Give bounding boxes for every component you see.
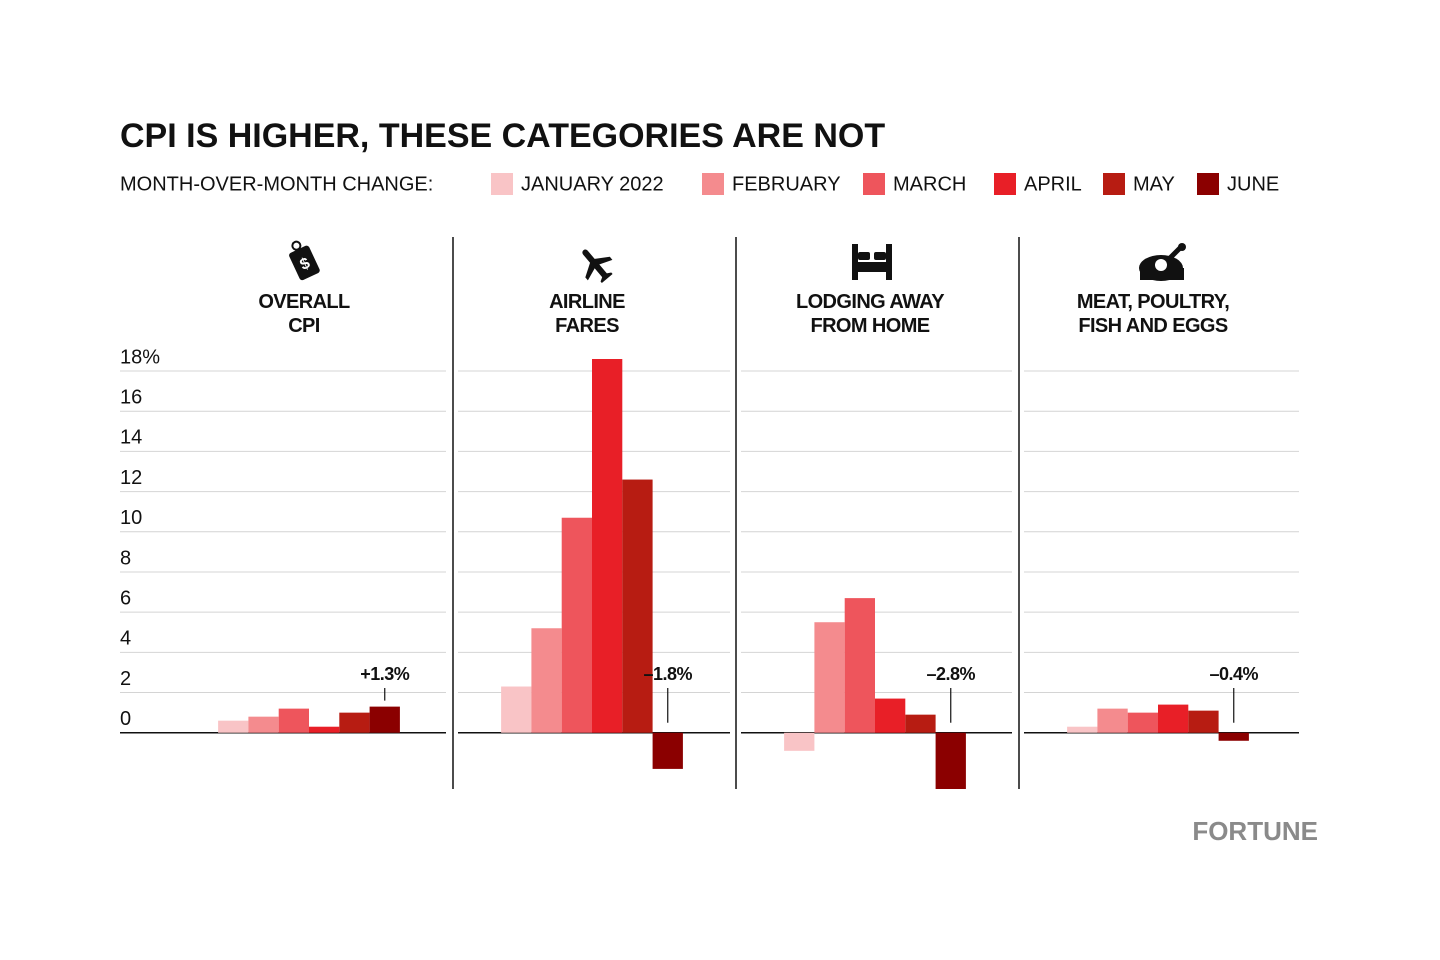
panel-title: MEAT, POULTRY, FISH AND EGGS — [1076, 291, 1230, 337]
legend-label: FEBRUARY — [732, 173, 841, 195]
legend-title: MONTH-OVER-MONTH CHANGE: — [120, 173, 433, 195]
legend-swatch — [1103, 173, 1125, 195]
bar — [218, 720, 249, 733]
turkey-icon — [1139, 243, 1186, 281]
bar — [1127, 712, 1158, 733]
bar — [1218, 732, 1249, 741]
bar — [1097, 708, 1128, 733]
bar — [652, 732, 683, 769]
bar — [248, 716, 279, 733]
legend-swatch — [491, 173, 513, 195]
legend-label: APRIL — [1024, 173, 1082, 195]
bar — [875, 698, 906, 733]
panel-title: LODGING AWAY FROM HOME — [795, 291, 945, 337]
value-label: +1.3% — [360, 664, 410, 684]
chart-title: CPI IS HIGHER, THESE CATEGORIES ARE NOT — [120, 117, 885, 155]
legend-label: MAY — [1133, 173, 1175, 195]
panel-dividers — [452, 237, 1020, 789]
legend-label: JUNE — [1227, 173, 1279, 195]
panel-title: OVERALL CPI — [258, 291, 350, 337]
y-tick-label: 18% — [120, 346, 160, 368]
y-tick-label: 16 — [120, 387, 142, 409]
bar — [592, 359, 623, 733]
legend-swatch — [863, 173, 885, 195]
y-tick-label: 12 — [120, 467, 142, 489]
legend-swatch — [702, 173, 724, 195]
y-tick-label: 10 — [120, 507, 142, 529]
y-tick-label: 14 — [120, 427, 142, 449]
price-tag-icon: $ — [289, 240, 320, 281]
bar — [844, 598, 875, 733]
bar — [905, 714, 936, 733]
bar — [814, 622, 845, 733]
legend-swatch — [994, 173, 1016, 195]
source-logo: FORTUNE — [1192, 816, 1318, 846]
bar — [339, 712, 370, 733]
y-tick-label: 0 — [120, 708, 131, 730]
y-tick-label: 6 — [120, 587, 131, 609]
bar — [1067, 726, 1098, 733]
legend-label: MARCH — [893, 173, 966, 195]
icons: $ — [289, 240, 1186, 284]
bar — [1188, 710, 1219, 733]
panel-title: AIRLINE FARES — [549, 291, 625, 337]
bar — [1158, 704, 1189, 733]
bar — [561, 517, 592, 733]
bar — [501, 686, 532, 733]
bar — [622, 479, 653, 733]
y-tick-label: 8 — [120, 547, 131, 569]
y-tick-label: 2 — [120, 668, 131, 690]
bar — [935, 732, 966, 789]
bar — [278, 708, 309, 733]
legend-swatch — [1197, 173, 1219, 195]
bar — [784, 732, 815, 751]
plane-icon — [582, 249, 613, 284]
bar — [309, 726, 340, 733]
y-tick-label: 4 — [120, 628, 131, 650]
value-label: –0.4% — [1209, 664, 1258, 684]
bar — [531, 628, 562, 733]
value-label: –2.8% — [926, 664, 975, 684]
value-label: –1.8% — [643, 664, 692, 684]
bar — [369, 706, 400, 733]
bed-icon — [852, 244, 892, 280]
legend-label: JANUARY 2022 — [521, 173, 664, 195]
